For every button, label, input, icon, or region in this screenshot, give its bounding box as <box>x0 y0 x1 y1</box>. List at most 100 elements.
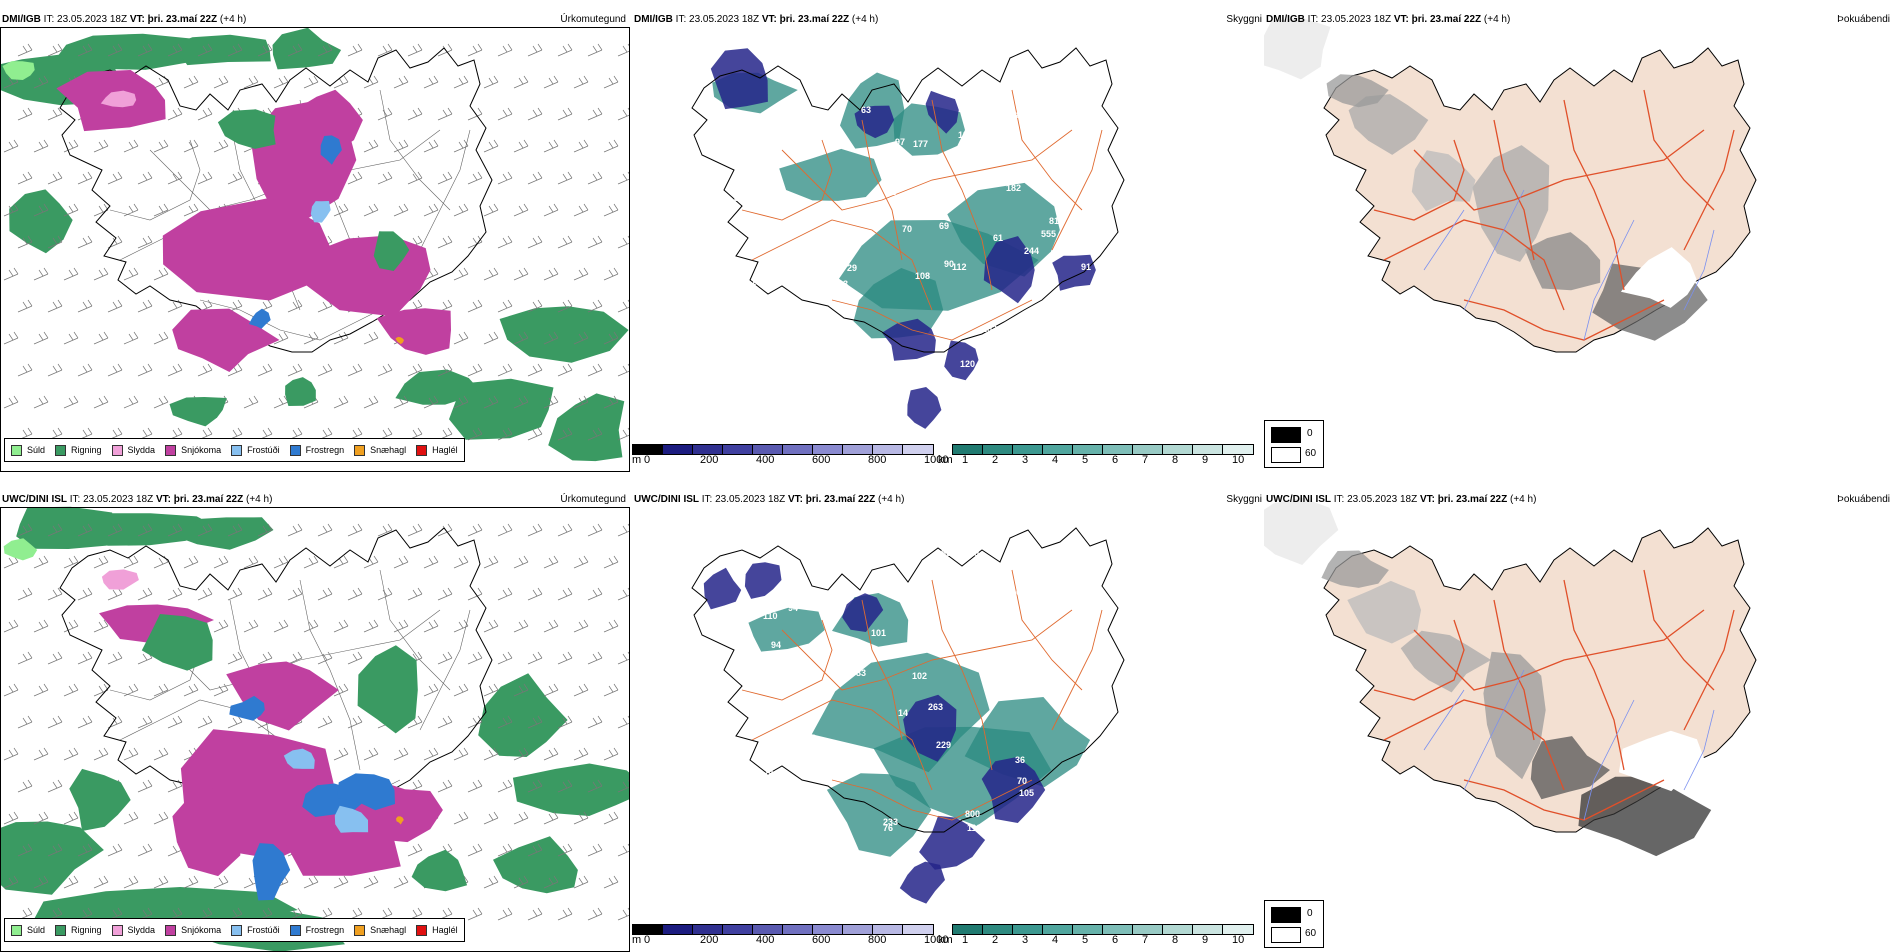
fog-area <box>1321 550 1389 588</box>
legend-label: Haglél <box>432 925 458 935</box>
visibility-value-label: 247 <box>836 319 851 329</box>
visibility-value-label: 108 <box>915 271 930 281</box>
visibility-value-label: 101 <box>871 628 886 638</box>
low-visibility-area <box>903 694 957 762</box>
visibility-colorbar: m 0 200 400 600 800 1000 km 1 2 3 4 5 6 7 8 9 10 <box>632 920 1262 952</box>
fog-legend-label: 0 <box>1307 908 1313 919</box>
colorbar-tick: 400 <box>756 454 775 466</box>
colorbar-tick: 6 <box>1112 454 1119 466</box>
header-lead: (+4 h) <box>246 494 273 505</box>
visibility-value-label: 864 <box>734 193 749 203</box>
visibility-value-label: 783 <box>768 203 783 213</box>
visibility-value-label: 79 <box>969 548 979 558</box>
visibility-value-label: 12 <box>992 595 1002 605</box>
legend-label: Frostregn <box>305 925 345 935</box>
colorbar-tick: 400 <box>756 934 775 946</box>
colorbar-unit: m <box>632 454 642 466</box>
colorbar-tick: 800 <box>868 454 887 466</box>
road-network <box>1373 89 1735 341</box>
visibility-value-label: 105 <box>768 154 783 164</box>
legend-swatch <box>111 444 123 456</box>
panel-header: UWC/DINI ISL IT: 23.05.2023 18Z VT: þri.… <box>1266 494 1536 505</box>
rain-area <box>357 645 418 734</box>
low-visibility-area <box>703 567 742 610</box>
legend-swatch <box>111 924 123 936</box>
colorbar-unit: m <box>632 934 642 946</box>
panel-title: Skyggni <box>1226 14 1262 25</box>
low-visibility-area <box>944 340 979 381</box>
fog-legend-label: 60 <box>1305 448 1317 459</box>
legend-label: Rigning <box>71 445 102 455</box>
colorbar-tick: 200 <box>700 454 719 466</box>
fog-area <box>1472 145 1550 262</box>
header-lead: (+4 h) <box>851 14 879 25</box>
colorbar-tick: 6 <box>1112 934 1119 946</box>
fog-legend: 0 60 <box>1264 900 1324 948</box>
header-vt-label: VT: <box>155 494 171 505</box>
rivers <box>1423 669 1715 821</box>
legend-swatch <box>55 924 67 936</box>
rain-area <box>0 821 104 895</box>
legend-label: Súld <box>27 445 46 455</box>
colorbar-segment <box>902 924 934 935</box>
visibility-value-label: 70 <box>1017 776 1027 786</box>
colorbar-tick: 0 <box>644 454 651 466</box>
rain-area <box>499 306 629 363</box>
visibility-value-label: 721 <box>761 326 776 336</box>
colorbar-segment <box>1222 444 1254 455</box>
visibility-value-label: 35 <box>763 766 773 776</box>
rain-area <box>9 189 73 254</box>
road-network <box>741 89 1103 341</box>
rivers <box>1423 189 1715 341</box>
visibility-value-label: 94 <box>771 640 781 650</box>
visibility-value-label: 238 <box>966 140 981 150</box>
colorbar-tick: 2 <box>992 454 999 466</box>
visibility-value-label: 122 <box>823 564 838 574</box>
legend-label: Frostúði <box>247 925 280 935</box>
fog-legend-label: 0 <box>1307 428 1313 439</box>
header-it: IT: 23.05.2023 18Z <box>675 14 760 25</box>
visibility-value-label: 90 <box>944 259 954 269</box>
legend-item: Snæhagl <box>354 444 406 456</box>
drizzle-area <box>3 538 38 561</box>
visibility-panel: 135 112 90 188 30 105 117 79 109 97 238 96 81 63 69 143… <box>632 10 1262 472</box>
colorbar-tick: 0 <box>644 934 651 946</box>
visibility-value-label: 233 <box>883 817 898 827</box>
header-model: UWC/DINI ISL <box>2 494 67 505</box>
visibility-value-label: 188 <box>746 120 761 130</box>
visibility-value-label: 670 <box>1037 85 1052 95</box>
rain-area <box>69 768 131 831</box>
legend-swatch <box>354 444 366 456</box>
rain-area <box>171 34 271 66</box>
colorbar-tick: 3 <box>1022 454 1029 466</box>
visibility-value-label: 94 <box>1025 568 1035 578</box>
visibility-value-label: 48 <box>1011 110 1021 120</box>
legend-item: Frostregn <box>289 444 344 456</box>
legend-swatch <box>289 444 301 456</box>
legend-item: Súld <box>11 444 46 456</box>
rain-area <box>493 836 578 894</box>
header-it: IT: 23.05.2023 18Z <box>1333 494 1418 505</box>
fog-area <box>1347 580 1421 644</box>
visibility-value-label: 421 <box>879 581 894 591</box>
visibility-value-label: 90 <box>806 591 816 601</box>
visibility-value-label: 70 <box>902 224 912 234</box>
panel-header: UWC/DINI ISL IT: 23.05.2023 18Z VT: þri.… <box>2 494 272 505</box>
legend-label: Snjókoma <box>181 445 222 455</box>
visibility-value-label: 383 <box>810 830 825 840</box>
visibility-value-label: 14 <box>898 708 908 718</box>
visibility-value-label: 163 <box>801 733 816 743</box>
visibility-value-label: 81 <box>845 292 855 302</box>
legend-item: Slydda <box>111 444 155 456</box>
header-vt-label: VT: <box>1393 14 1409 25</box>
legend-item: Frostúði <box>231 444 280 456</box>
freezing-drizzle-area <box>334 805 369 833</box>
low-visibility-area <box>899 861 945 904</box>
legend-label: Rigning <box>71 925 102 935</box>
colorbar-tick: 5 <box>1082 454 1089 466</box>
low-visibility-area <box>710 48 768 110</box>
map-frame <box>0 27 630 472</box>
fog-legend-swatch <box>1271 927 1301 943</box>
